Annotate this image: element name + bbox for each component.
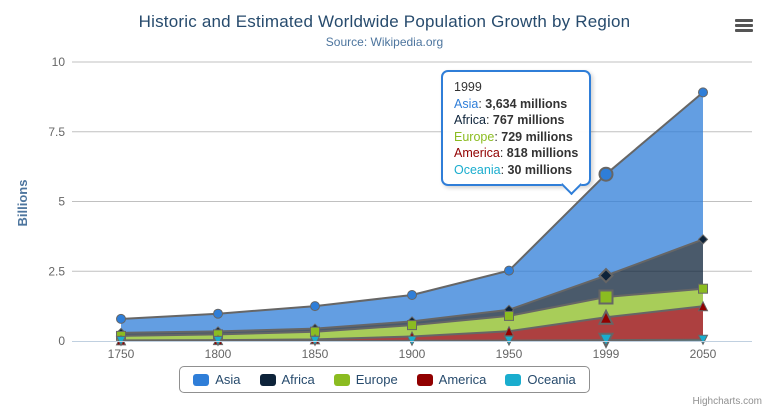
point-africa-1999[interactable]	[598, 267, 614, 284]
tooltip-rows: Asia: 3,634 millions Africa: 767 millions…	[454, 96, 578, 179]
highcharts-credit-link[interactable]: Highcharts.com	[692, 396, 762, 407]
svg-text:1900: 1900	[399, 347, 426, 361]
point-asia-1950[interactable]	[504, 265, 514, 276]
point-asia-1900[interactable]	[407, 290, 417, 300]
point-asia-1800[interactable]	[213, 308, 223, 319]
y-axis-title: Billions	[15, 180, 30, 227]
series-area-asia[interactable]	[121, 92, 703, 333]
y-axis-labels: 0 2.5 5 7.5 10	[48, 55, 65, 348]
tooltip: 1999 Asia: 3,634 millions Africa: 767 mil…	[441, 70, 592, 196]
svg-text:0: 0	[58, 334, 65, 348]
point-america-1999[interactable]	[597, 308, 615, 325]
tooltip-row-oceania: Oceania: 30 millions	[454, 162, 573, 177]
svg-text:2050: 2050	[690, 347, 717, 361]
tooltip-row-africa: Africa: 767 millions	[454, 113, 565, 127]
chart-title: Historic and Estimated Worldwide Populat…	[138, 12, 631, 31]
tooltip-header: 1999	[454, 80, 482, 94]
point-oceania-2050[interactable]	[697, 334, 709, 346]
svg-text:2.5: 2.5	[48, 264, 65, 278]
legend-label: Oceania	[527, 372, 576, 387]
legend: Asia Africa Europe America Oceania	[0, 366, 769, 393]
series-asia[interactable]	[116, 87, 708, 324]
legend-label: America	[438, 372, 487, 387]
svg-text:5: 5	[58, 195, 65, 209]
hamburger-icon[interactable]	[735, 19, 753, 34]
point-asia-1850[interactable]	[310, 301, 320, 312]
point-oceania-1800[interactable]	[212, 335, 224, 347]
legend-swatch-asia	[193, 373, 210, 386]
point-europe-1900[interactable]	[407, 320, 417, 331]
point-europe-2050[interactable]	[698, 283, 708, 294]
tooltip-row-europe: Europe: 729 millions	[454, 129, 573, 144]
point-africa-2050[interactable]	[697, 234, 709, 245]
point-europe-1999[interactable]	[598, 289, 614, 305]
tooltip-row-america: America: 818 millions	[454, 146, 579, 160]
legend-swatch-africa	[259, 373, 276, 386]
legend-swatch-oceania	[505, 373, 522, 386]
series-oceania[interactable]	[115, 332, 709, 349]
point-america-2050[interactable]	[697, 300, 709, 312]
legend-item-asia[interactable]: Asia	[193, 372, 241, 387]
legend-label: Asia	[215, 372, 241, 387]
svg-text:1750: 1750	[108, 347, 135, 361]
series-area-america[interactable]	[121, 306, 703, 341]
svg-text:10: 10	[52, 55, 66, 69]
svg-text:7.5: 7.5	[48, 125, 65, 139]
svg-text:1999: 1999	[593, 347, 620, 361]
point-oceania-1950[interactable]	[503, 335, 515, 347]
legend-box: Asia Africa Europe America Oceania	[179, 366, 590, 393]
point-oceania-1850[interactable]	[309, 335, 321, 347]
point-europe-1950[interactable]	[504, 310, 514, 321]
svg-text:1800: 1800	[205, 347, 232, 361]
tooltip-row-asia: Asia: 3,634 millions	[454, 96, 568, 111]
legend-item-america[interactable]: America	[416, 372, 487, 387]
chart-subtitle: Source: Wikipedia.org	[325, 35, 444, 49]
legend-label: Africa	[281, 372, 315, 387]
x-axis-labels: 1750 1800 1850 1900 1950 1999 2050	[108, 347, 717, 361]
legend-item-europe[interactable]: Europe	[333, 372, 398, 387]
point-oceania-1999[interactable]	[597, 332, 615, 349]
svg-text:1850: 1850	[302, 347, 329, 361]
point-oceania-1900[interactable]	[406, 335, 418, 347]
point-asia-2050[interactable]	[698, 87, 708, 98]
point-asia-1999[interactable]	[598, 166, 614, 182]
point-oceania-1750[interactable]	[115, 335, 127, 347]
point-asia-1750[interactable]	[116, 313, 126, 324]
legend-swatch-america	[416, 373, 433, 386]
legend-item-africa[interactable]: Africa	[259, 372, 315, 387]
legend-swatch-europe	[333, 373, 350, 386]
series-area-africa[interactable]	[121, 239, 703, 336]
legend-label: Europe	[355, 372, 398, 387]
legend-item-oceania[interactable]: Oceania	[505, 372, 576, 387]
svg-text:1950: 1950	[496, 347, 523, 361]
